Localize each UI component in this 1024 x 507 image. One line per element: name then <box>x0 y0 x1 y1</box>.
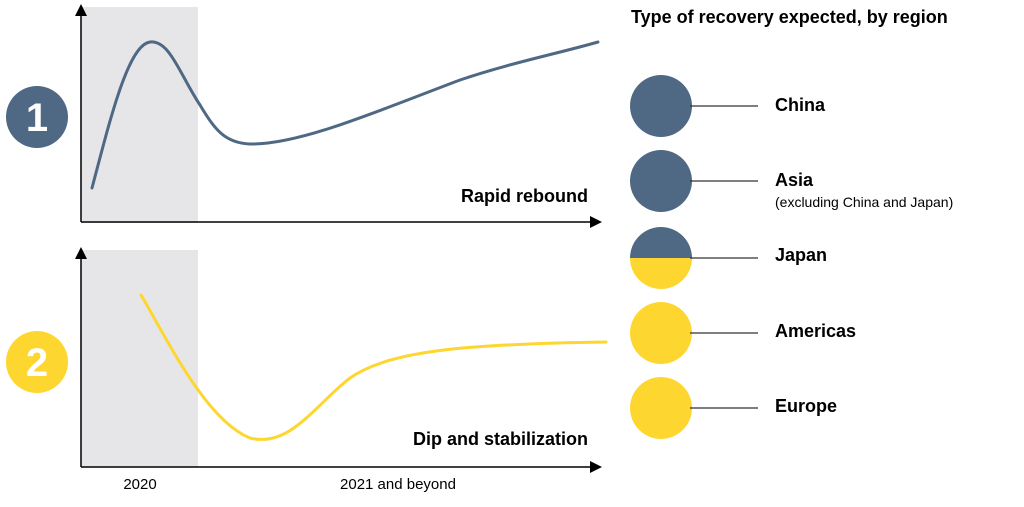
legend-item-europe: Europe <box>630 377 837 439</box>
scenario-badge <box>6 331 68 393</box>
legend-item-japan: Japan <box>630 227 827 289</box>
region-name: Europe <box>775 396 837 416</box>
region-legend: Type of recovery expected, by region Chi… <box>630 7 953 439</box>
recovery-dot <box>630 302 692 364</box>
dip-and-stabilization-curve <box>139 293 608 441</box>
region-note: (excluding China and Japan) <box>775 194 953 210</box>
scenario-badge-number: 1 <box>26 96 48 140</box>
region-name: China <box>775 95 826 115</box>
period-2020-shade <box>81 7 198 223</box>
panel-dip-and-stabilization: Dip and stabilization 2 <box>6 247 608 473</box>
legend-title: Type of recovery expected, by region <box>631 7 948 27</box>
legend-item-china: China <box>630 75 826 137</box>
x-label-2020: 2020 <box>123 476 156 493</box>
rapid-rebound-curve <box>90 40 600 190</box>
panel-label: Rapid rebound <box>461 186 588 206</box>
panel-label: Dip and stabilization <box>413 429 588 449</box>
recovery-dot <box>630 150 692 212</box>
legend-item-asia: Asia (excluding China and Japan) <box>630 150 953 212</box>
region-name: Asia <box>775 170 814 190</box>
scenario-badge <box>6 86 68 148</box>
recovery-dot <box>630 377 692 439</box>
recovery-dot-top-half <box>630 227 692 258</box>
legend-item-americas: Americas <box>630 302 856 364</box>
period-2020-shade <box>81 250 198 467</box>
panel-rapid-rebound: Rapid rebound 1 <box>6 3 602 228</box>
scenario-badge-number: 2 <box>26 341 48 385</box>
recovery-dot <box>630 75 692 137</box>
region-name: Americas <box>775 321 856 341</box>
recovery-dot-bottom-half <box>630 258 692 289</box>
region-name: Japan <box>775 245 827 265</box>
x-label-2021-and-beyond: 2021 and beyond <box>340 476 456 493</box>
